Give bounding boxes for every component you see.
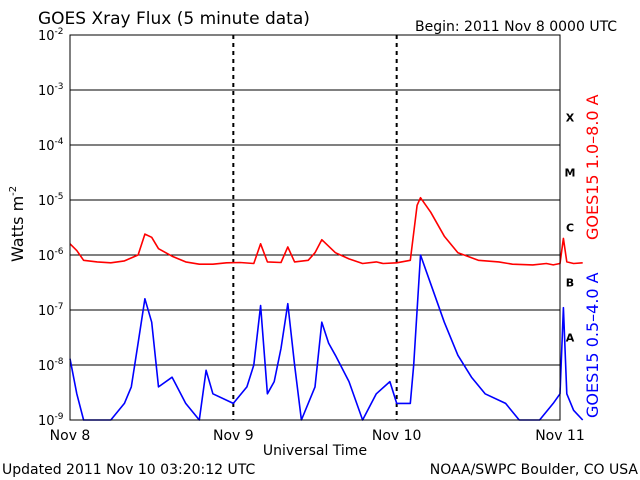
- y-tick-label: 10-9: [38, 412, 64, 429]
- legend-series-red: GOES15 1.0–8.0 A: [583, 94, 602, 240]
- legend-series-blue: GOES15 0.5–4.0 A: [583, 272, 602, 418]
- series-layer: [69, 196, 584, 421]
- y-axis-label-exponent: -2: [8, 186, 19, 196]
- y-tick-label: 10-6: [38, 247, 64, 264]
- flare-class-m: M: [565, 167, 576, 180]
- y-tick-mantissa: 10: [38, 304, 55, 319]
- flare-class-a: A: [566, 332, 575, 345]
- y-tick-label: 10-8: [38, 357, 64, 374]
- flare-class-c: C: [566, 222, 574, 235]
- y-tick-exponent: -6: [55, 247, 64, 257]
- y-tick-exponent: -8: [55, 357, 64, 367]
- x-tick-label: Nov 10: [372, 428, 422, 444]
- flare-class-x: X: [566, 112, 575, 125]
- x-tick-label: Nov 8: [50, 428, 91, 444]
- y-tick-exponent: -7: [55, 302, 64, 312]
- x-axis-label: Universal Time: [263, 443, 367, 459]
- x-tick-labels: Nov 8 Nov 9 Nov 10 Nov 11: [50, 428, 585, 444]
- y-tick-exponent: -4: [55, 137, 64, 147]
- y-tick-mantissa: 10: [38, 249, 55, 264]
- y-tick-label: 10-2: [38, 27, 64, 44]
- y-tick-labels: 10-210-310-410-510-610-710-810-9: [38, 27, 64, 429]
- grid-layer: [70, 34, 560, 421]
- begin-label: Begin: 2011 Nov 8 0000 UTC: [415, 19, 617, 35]
- y-tick-mantissa: 10: [38, 29, 55, 44]
- y-tick-exponent: -5: [55, 192, 64, 202]
- plot-frame: [69, 34, 561, 421]
- flare-class-b: B: [566, 277, 574, 290]
- y-tick-mantissa: 10: [38, 359, 55, 374]
- series-line-short-wave: [69, 254, 584, 421]
- x-tick-label: Nov 11: [535, 428, 585, 444]
- flare-class-labels: X M C B A: [565, 112, 576, 345]
- y-tick-mantissa: 10: [38, 139, 55, 154]
- x-tick-label: Nov 9: [213, 428, 254, 444]
- y-tick-label: 10-5: [38, 192, 64, 209]
- y-tick-exponent: -3: [55, 82, 64, 92]
- y-tick-mantissa: 10: [38, 194, 55, 209]
- chart-title: GOES Xray Flux (5 minute data): [38, 9, 310, 29]
- y-tick-mantissa: 10: [38, 414, 55, 429]
- updated-label: Updated 2011 Nov 10 03:20:12 UTC: [2, 462, 255, 478]
- y-tick-mantissa: 10: [38, 84, 55, 99]
- y-tick-exponent: -9: [55, 412, 64, 422]
- source-label: NOAA/SWPC Boulder, CO USA: [430, 462, 639, 478]
- y-tick-label: 10-7: [38, 302, 64, 319]
- y-axis-label-text: Watts m: [8, 196, 27, 262]
- series-line-long-wave: [69, 196, 583, 266]
- y-tick-exponent: -2: [55, 27, 64, 37]
- y-tick-label: 10-4: [38, 137, 64, 154]
- y-axis-label: Watts m-2: [8, 186, 27, 262]
- y-tick-label: 10-3: [38, 82, 64, 99]
